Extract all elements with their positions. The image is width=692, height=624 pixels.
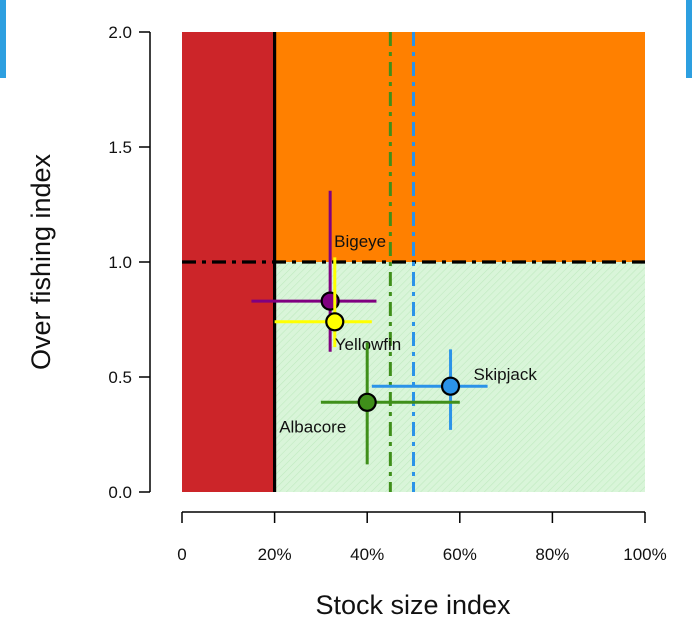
y-tick-label: 0.5	[108, 368, 132, 387]
y-tick-label: 1.5	[108, 138, 132, 157]
albacore-label: Albacore	[279, 417, 346, 436]
y-tick-label: 2.0	[108, 23, 132, 42]
x-tick-label: 60%	[443, 545, 477, 564]
skipjack-label: Skipjack	[474, 365, 538, 384]
reference-lines-layer	[182, 32, 645, 492]
zone-overfished	[182, 32, 275, 492]
x-tick-label: 80%	[535, 545, 569, 564]
skipjack-point	[440, 376, 461, 396]
yellowfin-point	[325, 312, 345, 332]
x-tick-label: 100%	[623, 545, 666, 564]
y-tick-label: 1.0	[108, 253, 132, 272]
x-tick-label: 0	[177, 545, 186, 564]
series-skipjack: Skipjack	[371, 349, 538, 430]
axes-layer: 0.0 0.5 1.0 1.5 2.0 0 20% 40% 60% 80% 100%	[108, 23, 666, 564]
y-axis-label: Over fishing index	[26, 153, 56, 370]
top-left-banner-strip	[0, 0, 6, 78]
zone-overfishing	[274, 32, 645, 262]
x-tick-label: 20%	[258, 545, 292, 564]
series-albacore: Albacore	[279, 342, 460, 465]
top-right-banner-strip	[686, 0, 692, 78]
x-tick-label: 40%	[350, 545, 384, 564]
y-tick-label: 0.0	[108, 483, 132, 502]
x-axis-label: Stock size index	[315, 590, 511, 620]
albacore-point	[357, 392, 377, 412]
points-layer: BigeyeYellowfinSkipjackAlbacore	[251, 190, 538, 465]
bigeye-label: Bigeye	[334, 232, 386, 251]
